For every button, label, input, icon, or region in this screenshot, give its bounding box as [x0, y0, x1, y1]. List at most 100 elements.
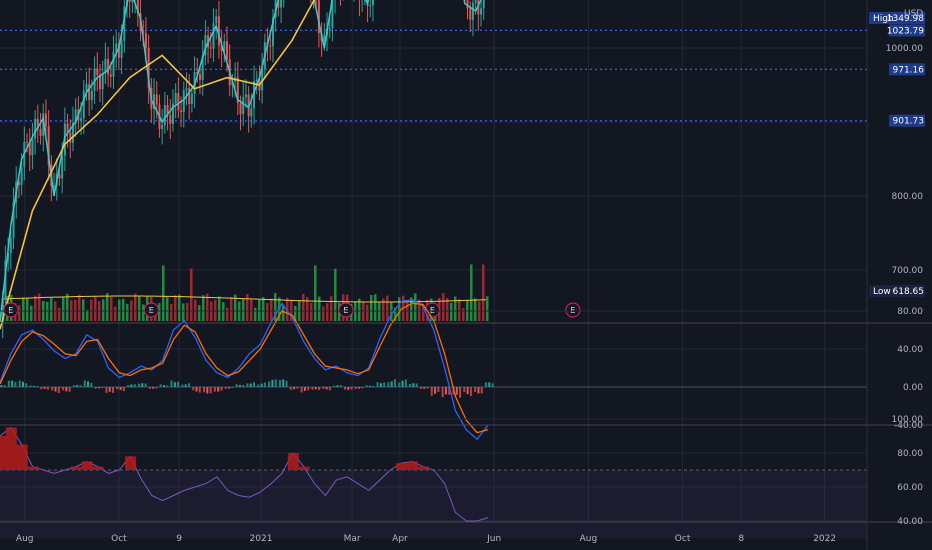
volume-bar — [110, 297, 113, 321]
macd-histogram-bar — [137, 383, 140, 387]
rsi-y-tick-label: 40.00 — [897, 517, 923, 527]
macd-histogram-bar — [127, 385, 130, 387]
volume-bar — [282, 304, 285, 321]
volume-bar — [486, 296, 489, 321]
macd-histogram-bar — [29, 385, 32, 387]
macd-histogram-bar — [152, 387, 155, 389]
rsi-line — [0, 426, 489, 522]
rsi-overbought-fill — [417, 466, 429, 470]
candle-body — [120, 40, 123, 58]
volume-bar — [378, 302, 381, 321]
candle-body — [331, 0, 334, 28]
candle-body — [96, 68, 99, 76]
x-tick-label: Oct — [111, 534, 127, 544]
candle-body — [482, 0, 485, 9]
macd-histogram-bar — [57, 387, 60, 394]
volume-bar — [194, 299, 197, 321]
volume-bar — [22, 297, 25, 321]
rsi-overbought-fill — [287, 453, 299, 470]
macd-line — [0, 298, 489, 441]
candle-body — [9, 237, 12, 254]
candle-body — [123, 6, 126, 41]
low-tag-value: 618.65 — [893, 287, 925, 297]
high-tag-label: High — [873, 14, 894, 24]
volume-bar — [242, 298, 245, 321]
volume-bar — [454, 296, 457, 321]
volume-bar — [170, 303, 173, 321]
candle-body — [255, 79, 258, 82]
macd-histogram-bar — [437, 387, 440, 392]
candle-body — [58, 174, 61, 179]
volume-bar — [458, 299, 461, 321]
x-tick-label: 9 — [176, 534, 182, 544]
volume-bar — [310, 302, 313, 321]
candle-body — [7, 253, 10, 261]
volume-bar — [390, 302, 393, 321]
candle-body — [131, 0, 134, 2]
macd-histogram-bar — [72, 385, 75, 387]
macd-histogram-bar — [54, 387, 57, 392]
high-tag — [869, 12, 925, 24]
macd-histogram-bar — [195, 387, 198, 392]
macd-histogram-bar — [430, 387, 433, 396]
volume-bar — [334, 268, 337, 321]
candle-body — [185, 88, 188, 91]
volume-bar — [314, 265, 317, 321]
macd-histogram-bar — [162, 385, 165, 387]
time-axis[interactable]: Aug Oct 9 2021 Mar Apr Jun Aug Oct 8 2022 — [16, 534, 836, 544]
candle-body — [104, 58, 107, 73]
volume-bar — [166, 297, 169, 321]
volume-average-line — [1, 295, 487, 303]
candle-body — [155, 94, 158, 105]
macd-histogram-bar — [271, 379, 274, 387]
volume-bar — [118, 299, 121, 321]
candle-body — [90, 90, 93, 100]
volume-bar — [178, 294, 181, 321]
volume-ma-polyline — [1, 295, 487, 303]
volume-bar — [318, 296, 321, 321]
rsi-overbought-fill — [81, 461, 93, 470]
currency-label[interactable]: USD — [904, 9, 923, 19]
macd-histogram-bar — [0, 385, 3, 387]
volume-bar — [190, 268, 193, 321]
macd-histogram-bar — [11, 380, 14, 387]
candle-body — [239, 103, 242, 115]
candle-body — [74, 109, 77, 123]
volume-bar — [258, 299, 261, 321]
volume-bar — [30, 305, 33, 321]
price-axis[interactable]: 700.00800.00900.001000.001100.001200.001… — [886, 0, 923, 527]
macd-histogram-bar — [36, 386, 39, 387]
volume-bar — [450, 302, 453, 321]
macd-histogram-bar — [166, 385, 169, 387]
macd-histogram-bar — [257, 384, 260, 387]
macd-histogram-bar — [119, 387, 122, 390]
volume-bar — [162, 265, 165, 321]
signal-line — [0, 302, 489, 434]
macd-y-tick-label: 0.00 — [903, 383, 923, 393]
earnings-markers[interactable]: EEEEE — [3, 302, 581, 318]
macd-histogram-bar — [463, 387, 466, 393]
price-polyline — [0, 0, 482, 322]
volume-bar — [262, 297, 265, 321]
macd-histogram-bar — [415, 383, 418, 387]
rsi-overbought-fill — [70, 466, 82, 470]
volume-bar — [26, 298, 29, 321]
rsi-pane — [0, 418, 867, 538]
candles — [1, 0, 485, 339]
macd-histogram-bar — [477, 387, 480, 394]
macd-histogram-bar — [307, 387, 310, 391]
level-tag-label: 901.73 — [893, 117, 925, 127]
macd-histogram-bar — [491, 383, 494, 387]
macd-histogram-bar — [122, 387, 125, 392]
macd-histogram-bar — [488, 382, 491, 387]
volume-bar — [226, 307, 229, 321]
rsi-y-tick-label: 100.00 — [892, 415, 924, 425]
macd-histogram-bar — [469, 387, 472, 397]
candle-body — [161, 125, 164, 129]
candle-body — [109, 74, 112, 77]
volume-bar — [158, 303, 161, 321]
y-tick-label: 800.00 — [892, 192, 924, 202]
candle-body — [17, 181, 20, 185]
macd-histogram-bar — [412, 383, 415, 387]
